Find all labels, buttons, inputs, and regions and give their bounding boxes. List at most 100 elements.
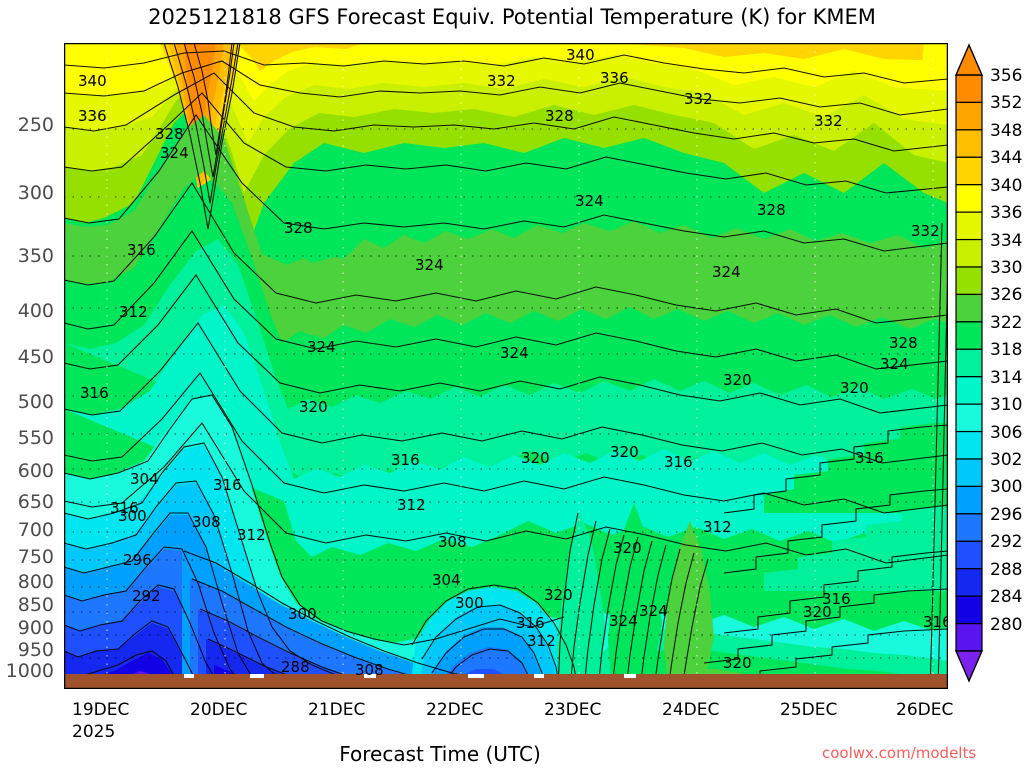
colorbar-tick-label: 322 (990, 312, 1023, 333)
contour-label: 320 (840, 379, 869, 397)
y-tick-800: 800 (17, 571, 54, 593)
contour-label: 316 (516, 614, 545, 632)
contour-label: 336 (600, 69, 629, 87)
contour-label: 332 (684, 90, 713, 108)
contour-label: 308 (355, 661, 384, 679)
contour-label: 316 (664, 453, 693, 471)
contour-label: 300 (288, 605, 317, 623)
contour-label: 324 (575, 192, 604, 210)
contour-label: 320 (803, 603, 832, 621)
colorbar-tick-label: 310 (990, 395, 1023, 416)
contour-label: 304 (130, 470, 159, 488)
colorbar-tick-label: 330 (990, 258, 1023, 278)
contour-label: 324 (712, 263, 741, 281)
x-tick-24dec: 24DEC (662, 700, 720, 720)
contour-plot: 3403363283243163123163043163002962923163… (64, 43, 948, 689)
colorbar-tick-label: 348 (990, 120, 1023, 141)
colorbar-swatch (955, 101, 983, 131)
contour-label: 328 (545, 107, 574, 125)
y-tick-500: 500 (17, 391, 54, 413)
contour-label: 340 (566, 46, 595, 64)
x-axis-title: Forecast Time (UTC) (339, 742, 541, 766)
colorbar-swatch (955, 568, 983, 597)
colorbar-tick-label: 292 (990, 532, 1023, 553)
contour-label: 320 (521, 449, 550, 467)
y-tick-250: 250 (17, 114, 54, 136)
colorbar-swatch (955, 156, 983, 186)
y-tick-300: 300 (17, 182, 54, 204)
colorbar-swatch (955, 430, 983, 460)
contour-label: 336 (78, 107, 107, 125)
colorbar-swatch (955, 458, 983, 488)
colorbar-swatch (955, 376, 983, 405)
x-tick-20dec: 20DEC (190, 700, 248, 720)
contour-label: 304 (432, 571, 461, 589)
colorbar-swatch (955, 513, 983, 542)
contour-label: 316 (213, 476, 242, 494)
x-tick-25dec: 25DEC (780, 700, 838, 720)
contour-label: 320 (613, 539, 642, 557)
contour-label: 324 (307, 338, 336, 356)
colorbar-swatch (955, 540, 983, 570)
colorbar-swatches (955, 74, 983, 652)
contour-label: 320 (299, 398, 328, 416)
colorbar-swatch (955, 485, 983, 515)
contour-label: 332 (487, 72, 516, 90)
x-tick-26dec: 26DEC (896, 700, 954, 720)
colorbar-swatch (955, 184, 983, 213)
contour-label: 328 (889, 334, 918, 352)
x-tick-22dec: 22DEC (426, 700, 484, 720)
y-tick-350: 350 (17, 245, 54, 267)
site-watermark: coolwx.com/modelts (822, 744, 977, 762)
colorbar-swatch (955, 403, 983, 433)
contour-label: 316 (391, 451, 420, 469)
surface-gaps (184, 674, 636, 678)
colorbar-swatch (955, 266, 983, 296)
colorbar-swatch (955, 321, 983, 350)
contour-label: 312 (237, 526, 266, 544)
contour-label: 300 (455, 594, 484, 612)
y-tick-600: 600 (17, 460, 54, 482)
colorbar-tick-label: 296 (990, 504, 1023, 525)
contour-label: 316 (110, 499, 139, 517)
colorbar-swatch (955, 595, 983, 625)
contour-label: 296 (123, 551, 152, 569)
contour-label: 324 (880, 355, 909, 373)
contour-label: 316 (822, 590, 851, 608)
page-title: 2025121818 GFS Forecast Equiv. Potential… (148, 5, 876, 29)
y-tick-950: 950 (17, 639, 54, 661)
colorbar-tick-label: 340 (990, 175, 1023, 196)
colorbar-swatch (955, 74, 983, 104)
colorbar-tick-label: 280 (990, 614, 1023, 635)
contour-label: 316 (855, 449, 884, 467)
contour-label: 288 (281, 658, 310, 676)
x-axis-year: 2025 (72, 722, 116, 742)
contour-label: 328 (284, 219, 313, 237)
colorbar-tick-label: 302 (990, 450, 1023, 470)
y-tick-750: 750 (17, 546, 54, 568)
y-tick-450: 450 (17, 346, 54, 368)
contour-label: 308 (192, 513, 221, 531)
contour-label: 320 (723, 371, 752, 389)
contour-label: 324 (415, 256, 444, 274)
colorbar-tick-label: 336 (990, 203, 1023, 224)
colorbar-swatch (955, 129, 983, 158)
colorbar-swatch (955, 293, 983, 323)
y-tick-700: 700 (17, 519, 54, 541)
contour-label: 340 (78, 72, 107, 90)
colorbar-tick-label: 334 (990, 230, 1023, 251)
colorbar-tick-label: 306 (990, 422, 1023, 443)
colorbar-tick-label: 318 (990, 340, 1023, 361)
contour-label: 308 (438, 533, 467, 551)
colorbar-tick-label: 352 (990, 93, 1023, 114)
contour-label: 312 (703, 518, 732, 536)
colorbar-swatch (955, 238, 983, 268)
y-tick-650: 650 (17, 491, 54, 513)
colorbar-tick-label: 356 (990, 66, 1023, 86)
contour-label: 316 (127, 241, 156, 259)
x-tick-21dec: 21DEC (308, 700, 366, 720)
colorbar (955, 43, 984, 683)
colorbar-tick-label: 300 (990, 477, 1023, 498)
y-tick-900: 900 (17, 617, 54, 639)
